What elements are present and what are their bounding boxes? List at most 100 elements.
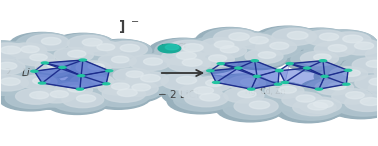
Circle shape (179, 50, 240, 73)
Polygon shape (290, 61, 348, 76)
Circle shape (88, 64, 104, 70)
Circle shape (182, 59, 202, 66)
Circle shape (218, 75, 269, 94)
Circle shape (51, 90, 108, 112)
Circle shape (185, 51, 238, 71)
Circle shape (218, 32, 282, 56)
Circle shape (185, 90, 228, 107)
Circle shape (258, 52, 276, 58)
Circle shape (320, 75, 329, 78)
Circle shape (148, 38, 218, 65)
Circle shape (343, 70, 360, 76)
Circle shape (253, 75, 262, 78)
Circle shape (212, 81, 220, 84)
Circle shape (56, 34, 115, 56)
Circle shape (374, 63, 378, 80)
Circle shape (0, 42, 51, 62)
Circle shape (314, 54, 331, 61)
Circle shape (177, 76, 197, 84)
Polygon shape (251, 70, 279, 89)
Circle shape (156, 54, 215, 77)
Circle shape (45, 81, 96, 101)
Circle shape (249, 82, 309, 105)
Polygon shape (221, 61, 279, 76)
Circle shape (119, 54, 174, 75)
Circle shape (98, 53, 136, 68)
Circle shape (340, 39, 378, 55)
Circle shape (296, 95, 315, 102)
Circle shape (98, 80, 137, 95)
Circle shape (91, 77, 107, 83)
Polygon shape (279, 68, 325, 89)
Circle shape (0, 46, 21, 54)
Circle shape (314, 42, 355, 57)
Circle shape (195, 52, 234, 67)
Circle shape (260, 27, 321, 50)
Circle shape (265, 90, 328, 114)
Circle shape (21, 58, 75, 79)
Circle shape (27, 34, 69, 51)
Circle shape (206, 79, 224, 86)
Circle shape (102, 82, 111, 85)
Circle shape (169, 82, 226, 104)
Circle shape (249, 37, 268, 44)
Circle shape (91, 84, 150, 107)
Circle shape (174, 89, 232, 111)
Circle shape (68, 50, 86, 57)
Circle shape (322, 87, 376, 108)
Circle shape (141, 74, 160, 82)
Circle shape (20, 75, 57, 89)
Circle shape (216, 96, 284, 122)
Circle shape (179, 84, 222, 100)
Text: 2: 2 (186, 48, 190, 54)
Circle shape (26, 59, 74, 77)
Circle shape (54, 82, 93, 97)
FancyArrowPatch shape (162, 70, 202, 76)
Circle shape (245, 49, 283, 64)
Circle shape (369, 78, 378, 85)
Circle shape (342, 56, 378, 77)
Circle shape (344, 74, 378, 95)
Text: Cl: Cl (176, 43, 187, 53)
Circle shape (279, 86, 296, 93)
Circle shape (82, 78, 142, 101)
Circle shape (241, 79, 258, 85)
Circle shape (0, 87, 62, 111)
Circle shape (38, 81, 46, 85)
Circle shape (108, 80, 162, 100)
Text: 2: 2 (5, 68, 11, 78)
Circle shape (120, 44, 139, 52)
Circle shape (44, 46, 98, 67)
Polygon shape (278, 64, 290, 84)
Circle shape (235, 34, 276, 49)
Circle shape (274, 82, 282, 86)
Circle shape (26, 86, 80, 107)
Circle shape (344, 69, 352, 72)
Circle shape (7, 43, 47, 58)
Circle shape (0, 43, 29, 60)
Circle shape (223, 96, 282, 119)
Circle shape (368, 80, 378, 97)
Circle shape (265, 84, 304, 98)
Circle shape (282, 98, 340, 120)
Polygon shape (80, 71, 109, 89)
Circle shape (310, 30, 377, 55)
Circle shape (144, 47, 210, 72)
Circle shape (214, 86, 268, 107)
Circle shape (305, 79, 357, 99)
Circle shape (319, 33, 339, 40)
Circle shape (88, 79, 141, 99)
Circle shape (20, 86, 81, 109)
Circle shape (271, 91, 327, 112)
Circle shape (118, 81, 158, 96)
Circle shape (270, 42, 289, 49)
Circle shape (293, 99, 336, 116)
Circle shape (95, 40, 152, 62)
Circle shape (0, 78, 20, 85)
Circle shape (176, 75, 237, 98)
Circle shape (54, 47, 93, 62)
Circle shape (275, 69, 284, 72)
Circle shape (200, 93, 220, 101)
Circle shape (89, 39, 153, 64)
Circle shape (336, 55, 378, 79)
